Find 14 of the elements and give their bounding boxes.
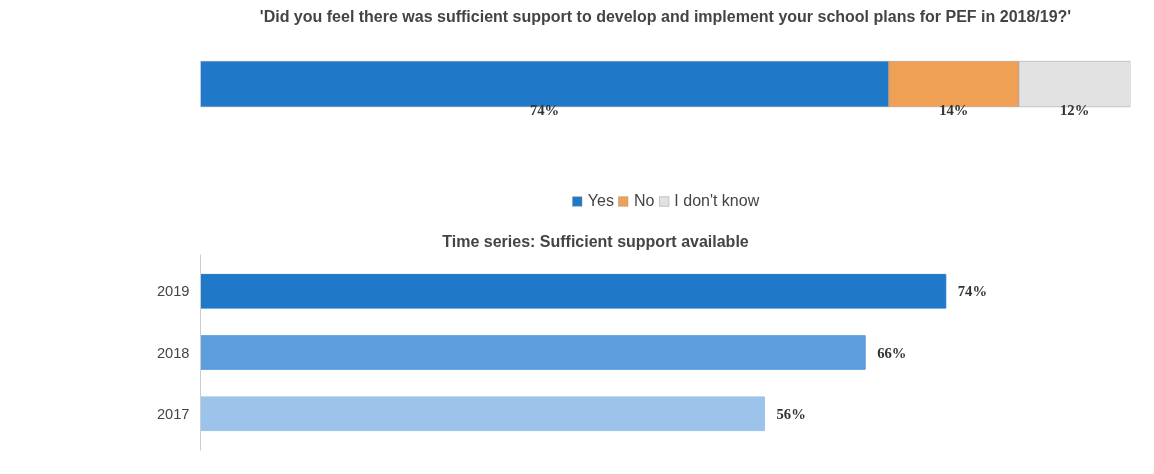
chart-title: 'Did you feel there was sufficient support to develop and implement your school plans for PEF in 2018/19?' [259,7,1072,25]
y-tick-label: 2018 [156,344,190,361]
chart-title: Time series: Sufficient support available [442,232,749,250]
data-label: 56% [776,405,806,422]
data-label: 66% [877,344,907,361]
data-label: 74% [957,283,988,300]
legend-label: I don't know [674,192,760,210]
data-label: 14% [939,102,969,119]
data-label: 74% [529,102,560,119]
y-tick-label: 2017 [156,405,190,422]
legend-label: No [633,192,655,210]
data-label: 12% [1060,102,1090,119]
y-tick-label: 2019 [156,283,190,300]
legend-label: Yes [587,192,614,210]
